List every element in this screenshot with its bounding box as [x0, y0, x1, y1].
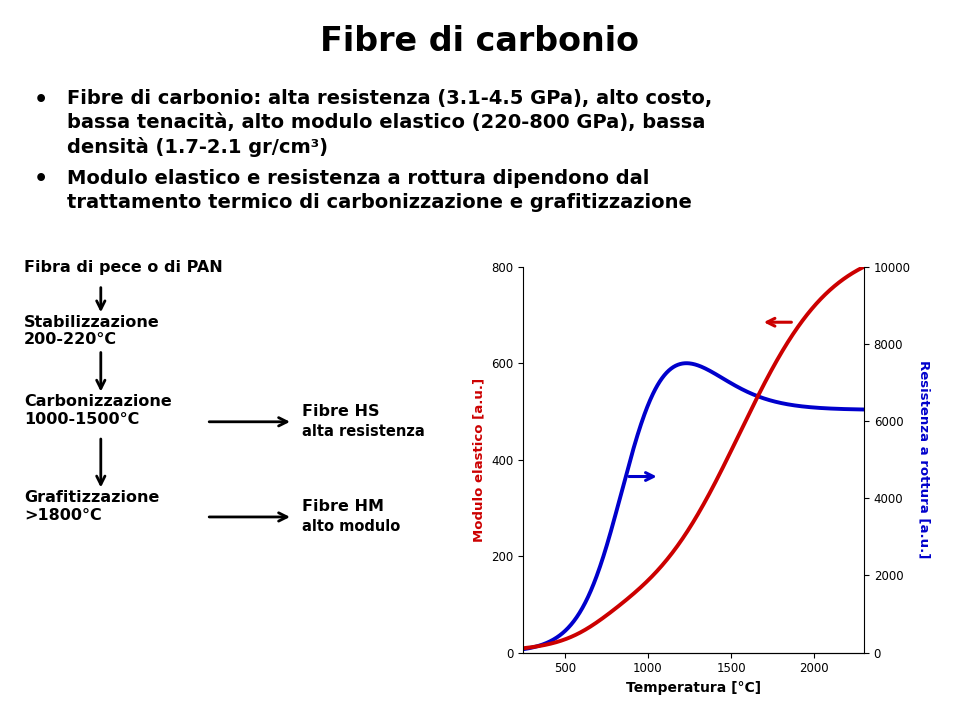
Text: densità (1.7-2.1 gr/cm³): densità (1.7-2.1 gr/cm³) [67, 137, 328, 157]
Text: bassa tenacità, alto modulo elastico (220-800 GPa), bassa: bassa tenacità, alto modulo elastico (22… [67, 113, 706, 132]
Text: •: • [34, 90, 48, 110]
Text: Fibre di carbonio: alta resistenza (3.1-4.5 GPa), alto costo,: Fibre di carbonio: alta resistenza (3.1-… [67, 89, 712, 108]
X-axis label: Temperatura [°C]: Temperatura [°C] [626, 681, 761, 695]
Text: Fibre HS: Fibre HS [302, 404, 380, 419]
Text: Fibre di carbonio: Fibre di carbonio [321, 25, 639, 58]
Text: Stabilizzazione
200-220°C: Stabilizzazione 200-220°C [24, 315, 159, 348]
Text: alto modulo: alto modulo [302, 519, 400, 534]
Y-axis label: Modulo elastico [a.u.]: Modulo elastico [a.u.] [472, 378, 486, 541]
Text: Carbonizzazione
1000-1500°C: Carbonizzazione 1000-1500°C [24, 394, 172, 427]
Y-axis label: Resistenza a rottura [a.u.]: Resistenza a rottura [a.u.] [917, 360, 930, 559]
Text: Fibra di pece o di PAN: Fibra di pece o di PAN [24, 260, 223, 275]
Text: Modulo elastico e resistenza a rottura dipendono dal: Modulo elastico e resistenza a rottura d… [67, 169, 650, 187]
Text: trattamento termico di carbonizzazione e grafitizzazione: trattamento termico di carbonizzazione e… [67, 193, 692, 211]
Text: •: • [34, 169, 48, 189]
Text: alta resistenza: alta resistenza [302, 424, 425, 439]
Text: Fibre HM: Fibre HM [302, 499, 384, 514]
Text: Grafitizzazione
>1800°C: Grafitizzazione >1800°C [24, 490, 159, 523]
